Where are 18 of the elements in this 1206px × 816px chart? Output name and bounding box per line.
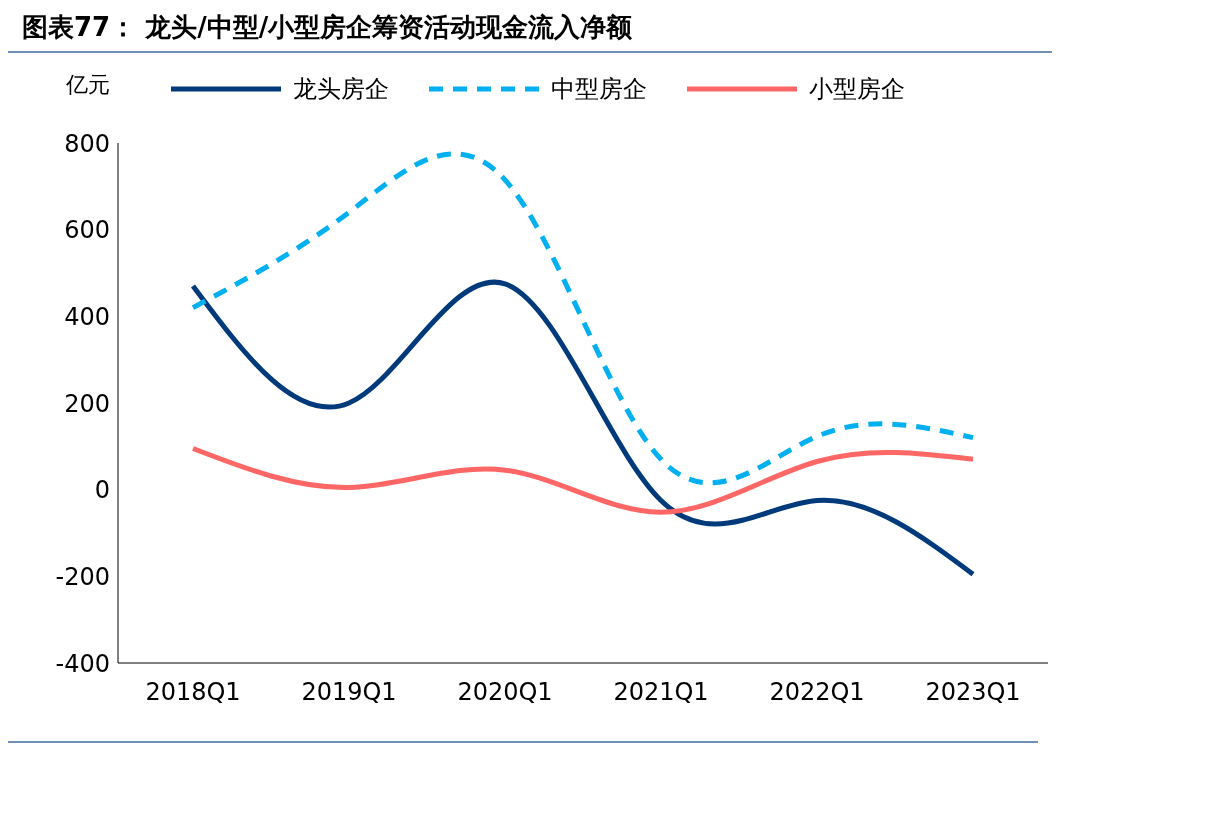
y-tick-label: 0 bbox=[94, 476, 110, 505]
y-tick-label: -400 bbox=[55, 649, 110, 678]
y-tick-label: 600 bbox=[64, 216, 110, 245]
y-axis-title: 亿元 bbox=[66, 71, 110, 99]
x-tick-label: 2018Q1 bbox=[145, 678, 241, 707]
legend-label: 小型房企 bbox=[809, 74, 905, 105]
y-tick-label: 200 bbox=[64, 389, 110, 418]
x-tick-label: 2019Q1 bbox=[301, 678, 397, 707]
x-tick-label: 2022Q1 bbox=[769, 678, 865, 707]
legend-label: 龙头房企 bbox=[293, 74, 389, 105]
legend-label: 中型房企 bbox=[551, 74, 647, 105]
x-tick-label: 2020Q1 bbox=[457, 678, 553, 707]
y-tick-label: 400 bbox=[64, 302, 110, 331]
x-tick-label: 2021Q1 bbox=[613, 678, 709, 707]
x-tick-label: 2023Q1 bbox=[925, 678, 1021, 707]
y-tick-label: -200 bbox=[55, 562, 110, 591]
chart-title: 图表77： 龙头/中型/小型房企筹资活动现金流入净额 bbox=[8, 8, 1052, 53]
y-tick-label: 800 bbox=[64, 129, 110, 158]
